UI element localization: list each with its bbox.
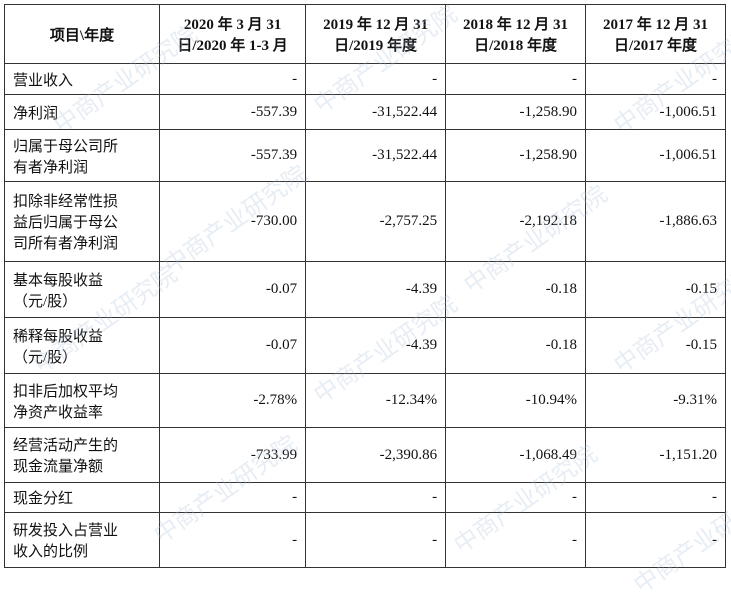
table-row: 经营活动产生的 现金流量净额 -733.99 -2,390.86 -1,068.49 -1…: [4, 427, 726, 483]
row-label: 经营活动产生的 现金流量净额: [4, 427, 160, 483]
header-cell: 2019 年 12 月 31 日/2019 年度: [305, 4, 447, 64]
value-cell: -1,068.49: [445, 427, 587, 483]
value-cell: -: [158, 482, 307, 513]
cell-line: 司所有者净利润: [13, 236, 119, 252]
row-label: 营业收入: [4, 63, 160, 95]
page: 项目\年度 2020 年 3 月 31 日/2020 年 1-3 月 2019 年 1…: [4, 0, 731, 600]
value-cell: -: [585, 512, 726, 568]
table-row: 营业收入 - - - -: [4, 63, 726, 95]
cell-line: 净资产收益率: [13, 404, 104, 421]
value-cell: -0.18: [445, 261, 587, 318]
row-label: 基本每股收益 （元/股）: [4, 261, 160, 318]
value-cell: -1,258.90: [445, 94, 587, 130]
table-row: 现金分红 - - - -: [4, 482, 726, 513]
header-cell: 2020 年 3 月 31 日/2020 年 1-3 月: [158, 4, 307, 64]
value-cell: -0.07: [158, 317, 307, 374]
cell-line: 日/2020 年 1-3 月: [177, 38, 288, 54]
value-cell: -730.00: [158, 181, 307, 262]
value-cell: -31,522.44: [305, 94, 447, 130]
value-cell: -0.07: [158, 261, 307, 318]
cell-line: 净利润: [13, 105, 59, 122]
cell-line: 归属于母公司所: [13, 138, 119, 155]
value-cell: -: [445, 482, 587, 513]
table-row: 稀释每股收益 （元/股） -0.07 -4.39 -0.18 -0.15: [4, 317, 726, 374]
financial-table: 项目\年度 2020 年 3 月 31 日/2020 年 1-3 月 2019 年 1…: [4, 4, 726, 568]
value-cell: -2.78%: [158, 373, 307, 428]
value-cell: -: [585, 63, 726, 95]
row-label: 扣除非经常性损 益后归属于母公 司所有者净利润: [4, 181, 160, 262]
value-cell: -0.18: [445, 317, 587, 374]
value-cell: -2,757.25: [305, 181, 447, 262]
value-cell: -31,522.44: [305, 129, 447, 182]
cell-line: 现金流量净额: [13, 459, 104, 475]
cell-line: 2019 年 12 月 31: [323, 17, 429, 33]
value-cell: -: [445, 63, 587, 95]
table-row: 研发投入占营业 收入的比例 - - - -: [4, 512, 726, 568]
row-label: 现金分红: [4, 482, 160, 513]
value-cell: -733.99: [158, 427, 307, 483]
value-cell: -: [158, 63, 307, 95]
value-cell: -: [305, 482, 447, 513]
cell-line: 基本每股收益: [13, 272, 104, 289]
header-cell: 项目\年度: [4, 4, 160, 64]
value-cell: -2,390.86: [305, 427, 447, 483]
cell-line: 日/2018 年度: [474, 38, 557, 54]
row-label: 归属于母公司所 有者净利润: [4, 129, 160, 182]
header-cell: 2017 年 12 月 31 日/2017 年度: [585, 4, 726, 64]
cell-line: 营业收入: [13, 72, 74, 89]
cell-line: 项目\年度: [49, 27, 115, 44]
row-label: 研发投入占营业 收入的比例: [4, 512, 160, 568]
cell-line: 日/2019 年度: [334, 38, 418, 54]
cell-line: 2017 年 12 月 31: [603, 17, 709, 33]
value-cell: -4.39: [305, 261, 447, 318]
value-cell: -4.39: [305, 317, 447, 374]
cell-line: 经营活动产生的: [13, 438, 119, 454]
header-cell: 2018 年 12 月 31 日/2018 年度: [445, 4, 587, 64]
value-cell: -0.15: [585, 317, 726, 374]
value-cell: -1,006.51: [585, 94, 726, 130]
cell-line: 益后归属于母公: [13, 215, 119, 231]
value-cell: -9.31%: [585, 373, 726, 428]
cell-line: 有者净利润: [13, 159, 89, 176]
cell-line: 稀释每股收益: [13, 328, 104, 345]
value-cell: -: [305, 512, 447, 568]
value-cell: -12.34%: [305, 373, 447, 428]
table-row: 基本每股收益 （元/股） -0.07 -4.39 -0.18 -0.15: [4, 261, 726, 318]
value-cell: -: [305, 63, 447, 95]
table-row: 净利润 -557.39 -31,522.44 -1,258.90 -1,006.51: [4, 94, 726, 130]
cell-line: 扣除非经常性损: [13, 194, 119, 210]
value-cell: -557.39: [158, 94, 307, 130]
value-cell: -10.94%: [445, 373, 587, 428]
row-label: 扣非后加权平均 净资产收益率: [4, 373, 160, 428]
cell-line: 扣非后加权平均: [13, 383, 119, 400]
value-cell: -: [158, 512, 307, 568]
value-cell: -1,258.90: [445, 129, 587, 182]
cell-line: 现金分红: [13, 491, 74, 507]
table-row: 扣非后加权平均 净资产收益率 -2.78% -12.34% -10.94% -9.31%: [4, 373, 726, 428]
value-cell: -2,192.18: [445, 181, 587, 262]
table-row: 扣除非经常性损 益后归属于母公 司所有者净利润 -730.00 -2,757.25 -2,…: [4, 181, 726, 262]
row-label: 稀释每股收益 （元/股）: [4, 317, 160, 374]
value-cell: -: [585, 482, 726, 513]
cell-line: 2020 年 3 月 31: [183, 17, 282, 33]
cell-line: （元/股）: [13, 293, 78, 310]
value-cell: -1,006.51: [585, 129, 726, 182]
value-cell: -1,151.20: [585, 427, 726, 483]
value-cell: -0.15: [585, 261, 726, 318]
value-cell: -: [445, 512, 587, 568]
cell-line: 研发投入占营业: [13, 523, 119, 539]
value-cell: -1,886.63: [585, 181, 726, 262]
header-row: 项目\年度 2020 年 3 月 31 日/2020 年 1-3 月 2019 年 1…: [4, 4, 726, 64]
cell-line: （元/股）: [13, 349, 78, 366]
cell-line: 日/2017 年度: [614, 38, 697, 54]
value-cell: -557.39: [158, 129, 307, 182]
row-label: 净利润: [4, 94, 160, 130]
cell-line: 收入的比例: [13, 544, 89, 560]
table-row: 归属于母公司所 有者净利润 -557.39 -31,522.44 -1,258.90 -1…: [4, 129, 726, 182]
cell-line: 2018 年 12 月 31: [463, 17, 569, 33]
